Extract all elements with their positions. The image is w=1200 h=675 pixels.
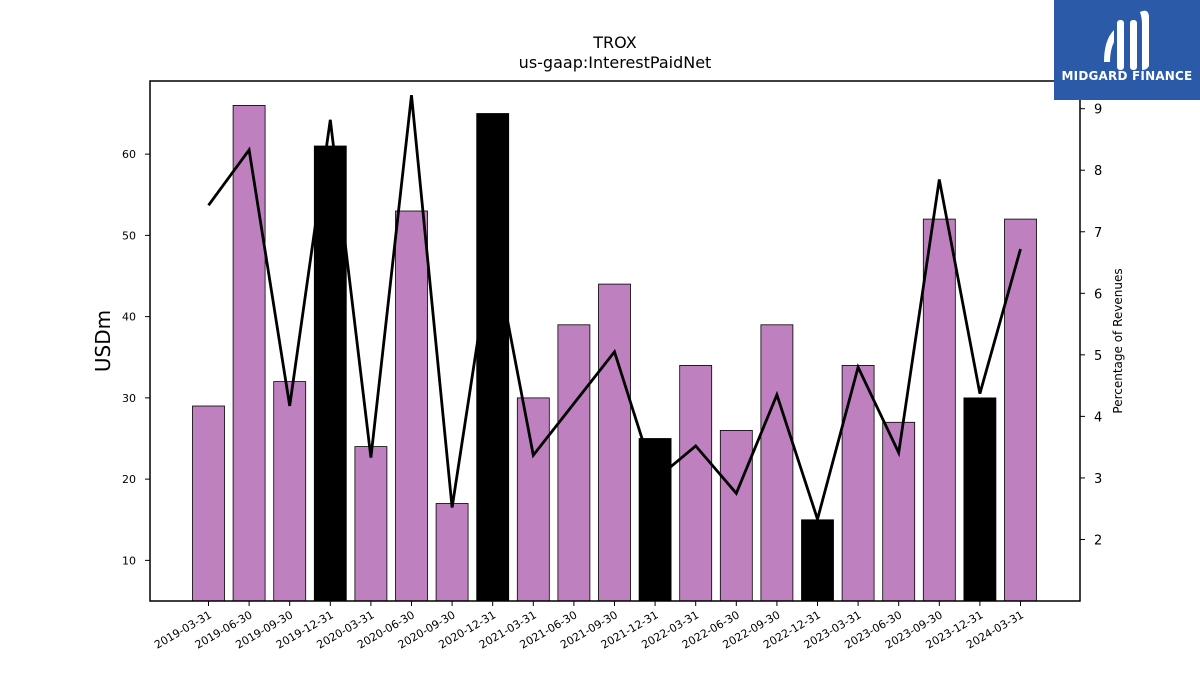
bar-2022-12-31 bbox=[801, 519, 834, 602]
y2-tick-label: 5 bbox=[1094, 349, 1102, 364]
line-layer bbox=[207, 95, 1022, 525]
bar-2024-03-31 bbox=[1004, 218, 1037, 602]
bar-2021-12-31 bbox=[638, 438, 672, 602]
brand-logo: MIDGARD FINANCE bbox=[1054, 0, 1200, 100]
y-tick-label: 30 bbox=[122, 392, 136, 405]
bar-2019-06-30 bbox=[232, 105, 266, 602]
y-tick-label: 40 bbox=[122, 311, 136, 324]
y2-tick-label: 6 bbox=[1094, 287, 1102, 302]
x-axis: 2019-03-312019-06-302019-09-302019-12-31… bbox=[152, 601, 1026, 652]
y2-tick-label: 8 bbox=[1094, 164, 1102, 179]
left-axis: 10 20 30 40 50 60 bbox=[122, 148, 150, 567]
y2-tick-label: 2 bbox=[1094, 533, 1102, 548]
bar-2021-09-30 bbox=[598, 283, 631, 602]
percentage-line bbox=[207, 95, 1022, 525]
bars-layer bbox=[192, 105, 1037, 602]
bar-2022-09-30 bbox=[760, 324, 794, 602]
chart-title: TROX bbox=[592, 33, 636, 52]
bar-2021-03-31 bbox=[516, 397, 550, 602]
bar-2021-06-30 bbox=[557, 324, 591, 602]
bar-2023-09-30 bbox=[922, 218, 956, 602]
chart-subtitle: us-gaap:InterestPaidNet bbox=[519, 53, 712, 72]
bar-2022-03-31 bbox=[679, 364, 713, 602]
bar-2020-12-31 bbox=[476, 113, 510, 602]
bar-2019-03-31 bbox=[192, 405, 225, 602]
midgard-logo-icon bbox=[1104, 10, 1149, 70]
y2-tick-label: 9 bbox=[1094, 103, 1102, 118]
bar-2022-06-30 bbox=[719, 429, 753, 602]
y2-tick-label: 3 bbox=[1094, 472, 1102, 487]
bar-2019-09-30 bbox=[273, 381, 307, 602]
y-axis-label: USDm bbox=[91, 310, 115, 372]
right-axis: 2 3 4 5 6 7 8 9 bbox=[1080, 103, 1102, 548]
y-tick-label: 20 bbox=[122, 473, 136, 486]
y2-axis-label: Percentage of Revenues bbox=[1111, 268, 1125, 413]
bar-2020-06-30 bbox=[395, 210, 428, 602]
bar-2020-03-31 bbox=[354, 446, 388, 602]
y2-tick-label: 7 bbox=[1094, 226, 1102, 241]
y2-tick-label: 4 bbox=[1094, 410, 1102, 425]
logo-text: MIDGARD FINANCE bbox=[1061, 69, 1193, 83]
bar-2023-03-31 bbox=[841, 364, 875, 602]
bar-2023-12-31 bbox=[963, 397, 997, 602]
y-tick-label: 60 bbox=[122, 148, 136, 161]
bar-2019-12-31 bbox=[313, 145, 347, 602]
y-tick-label: 10 bbox=[122, 554, 136, 567]
y-tick-label: 50 bbox=[122, 229, 136, 242]
bar-2020-09-30 bbox=[435, 503, 469, 602]
